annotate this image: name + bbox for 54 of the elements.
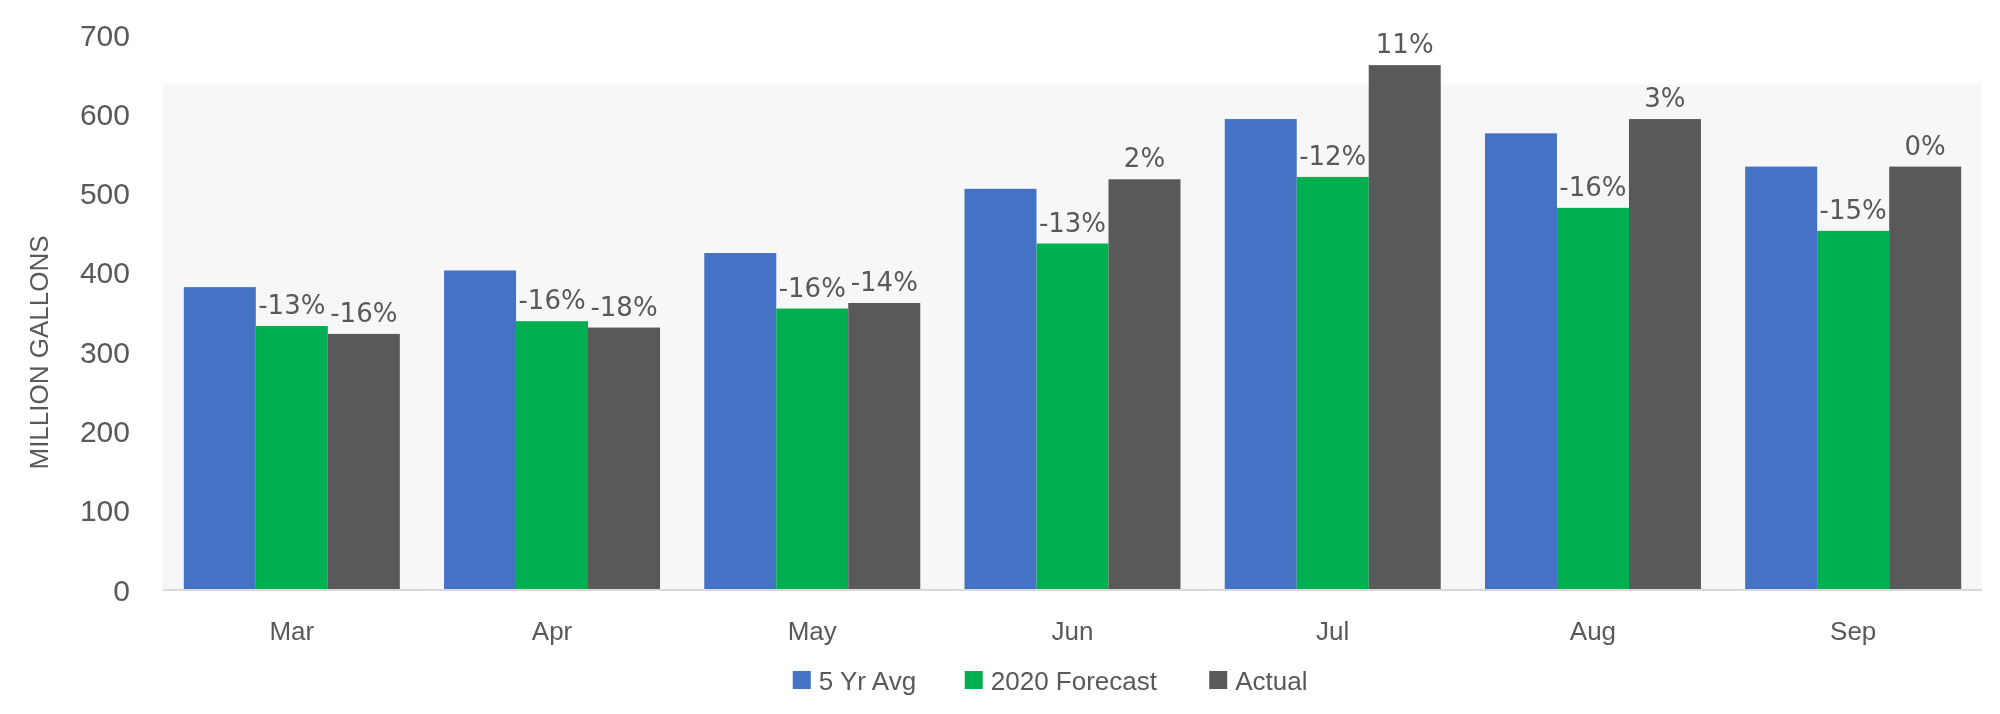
bar (1817, 230, 1890, 590)
bar (704, 253, 777, 590)
legend-label: 2020 Forecast (990, 666, 1158, 696)
bar (327, 333, 400, 590)
annotation: -16% (778, 272, 846, 303)
bar (1484, 133, 1557, 590)
bar (1745, 166, 1818, 590)
bar (1108, 179, 1181, 590)
annotation: -16% (518, 285, 586, 316)
x-tick-label: Mar (269, 616, 315, 646)
y-tick-label: 100 (79, 494, 130, 528)
annotation: -12% (1299, 140, 1367, 171)
y-tick-label: 500 (79, 177, 130, 211)
annotation: 3% (1644, 83, 1686, 114)
y-tick-label: 0 (113, 573, 130, 607)
y-tick-label: 200 (79, 414, 130, 448)
bar (516, 321, 589, 590)
bar (964, 188, 1037, 590)
bar (1628, 119, 1701, 590)
annotation: -13% (1038, 207, 1107, 238)
bar (1036, 243, 1109, 590)
annotation: 11% (1375, 29, 1434, 60)
annotation: -16% (1559, 171, 1627, 202)
x-tick-label: Jun (1051, 616, 1094, 646)
bar (255, 325, 328, 590)
x-tick-label: Apr (531, 616, 573, 646)
legend-label: 5 Yr Avg (818, 666, 917, 696)
y-tick-label: 700 (79, 18, 130, 52)
annotation: -15% (1819, 194, 1887, 225)
x-tick-label: May (787, 616, 837, 646)
x-tick-label: Jul (1316, 616, 1350, 646)
annotation: -18% (590, 291, 658, 322)
bar (1889, 166, 1962, 590)
annotation: -16% (330, 297, 398, 328)
annotation: 0% (1904, 130, 1946, 161)
legend-label: Actual (1235, 666, 1308, 696)
bar (588, 327, 661, 590)
x-tick-label: Sep (1830, 616, 1877, 646)
annotation: -14% (850, 266, 918, 297)
annotation: 2% (1123, 143, 1166, 174)
bar (776, 308, 849, 590)
y-axis-title: MILLION GALLONS (24, 235, 54, 470)
bar (1556, 207, 1629, 590)
bar (1368, 65, 1441, 590)
y-tick-label: 600 (79, 97, 130, 131)
bar (848, 302, 921, 590)
bar (183, 287, 256, 590)
annotation: -13% (258, 289, 326, 320)
x-tick-label: Aug (1569, 616, 1617, 646)
y-tick-label: 300 (79, 335, 130, 369)
y-tick-label: 400 (79, 256, 130, 290)
bar (444, 270, 517, 590)
bar (1224, 119, 1297, 590)
bar (1296, 176, 1369, 590)
